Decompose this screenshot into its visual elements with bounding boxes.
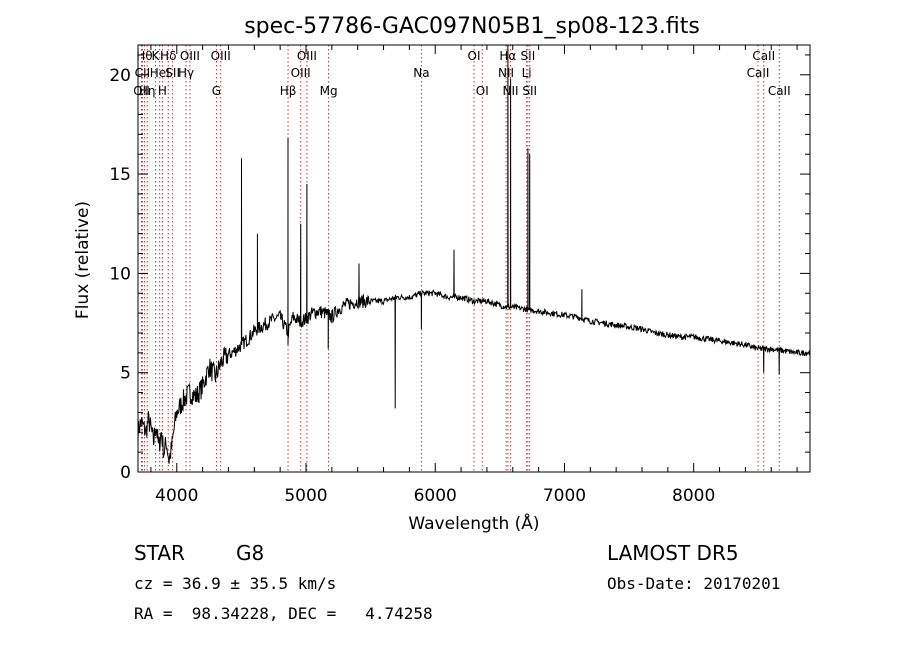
line-marker-label-9: OIII — [180, 49, 200, 63]
chart-title: spec-57786-GAC097N05B1_sp08-123.fits — [244, 14, 700, 39]
line-markers: OIICIIHθHηKHeIHHδSIIOIIIHγGOIIIHβOIIIOII… — [133, 45, 791, 472]
spectrum-series — [137, 44, 811, 464]
line-marker-label-14: OIII — [291, 66, 311, 80]
line-marker-label-4: K — [152, 49, 161, 63]
line-marker-label-2: Hθ — [136, 49, 152, 63]
x-tick-label-1: 5000 — [284, 486, 327, 506]
object-class: STAR — [134, 541, 185, 565]
x-tick-label-3: 7000 — [543, 486, 586, 506]
observation-date: Obs-Date: 20170201 — [607, 574, 781, 593]
y-axis-label: Flux (relative) — [73, 201, 93, 319]
line-marker-label-18: OI — [468, 49, 481, 63]
x-axis-ticks: 4000 5000 6000 7000 8000 — [150, 45, 798, 506]
spectrum-line — [137, 44, 811, 464]
line-marker-label-8: SII — [165, 66, 180, 80]
line-marker-label-1: CII — [135, 66, 150, 80]
line-marker-label-6: H — [158, 84, 167, 98]
line-marker-label-26: CaII — [747, 66, 770, 80]
line-marker-label-3: Hη — [139, 84, 156, 98]
line-marker-label-0: OII — [133, 84, 150, 98]
object-subclass: G8 — [236, 541, 265, 565]
y-tick-label-4: 20 — [109, 66, 131, 86]
line-marker-label-12: OIII — [211, 49, 231, 63]
y-axis-ticks: 0 5 10 15 20 — [109, 54, 810, 483]
line-marker-label-27: CaII — [752, 49, 775, 63]
line-marker-label-11: G — [212, 84, 221, 98]
line-marker-label-23: Li — [522, 66, 532, 80]
redshift-cz: cz = 36.9 ± 35.5 km/s — [134, 574, 337, 593]
survey-name: LAMOST DR5 — [607, 541, 739, 565]
line-marker-label-16: Mg — [320, 84, 338, 98]
line-marker-label-15: OIII — [297, 49, 317, 63]
x-tick-label-4: 8000 — [672, 486, 715, 506]
x-tick-label-0: 4000 — [155, 486, 198, 506]
line-marker-label-7: Hδ — [160, 49, 176, 63]
plot-frame — [137, 44, 811, 473]
y-tick-label-0: 0 — [120, 463, 131, 483]
y-tick-label-3: 15 — [109, 165, 131, 185]
line-marker-label-19: OI — [476, 84, 489, 98]
x-tick-label-2: 6000 — [414, 486, 457, 506]
line-marker-label-28: CaII — [768, 84, 791, 98]
line-marker-label-13: Hβ — [280, 84, 297, 98]
ra-dec-coordinates: RA = 98.34228, DEC = 4.74258 — [134, 604, 433, 623]
line-marker-label-20: NII — [498, 66, 514, 80]
y-tick-label-2: 10 — [109, 264, 131, 284]
line-marker-label-24: SII — [521, 49, 536, 63]
line-marker-label-10: Hγ — [178, 66, 194, 80]
line-marker-label-5: HeI — [150, 66, 170, 80]
y-tick-label-1: 5 — [120, 364, 131, 384]
line-marker-label-17: Na — [413, 66, 429, 80]
x-axis-label: Wavelength (Å) — [408, 512, 539, 534]
line-marker-label-25: SII — [522, 84, 537, 98]
